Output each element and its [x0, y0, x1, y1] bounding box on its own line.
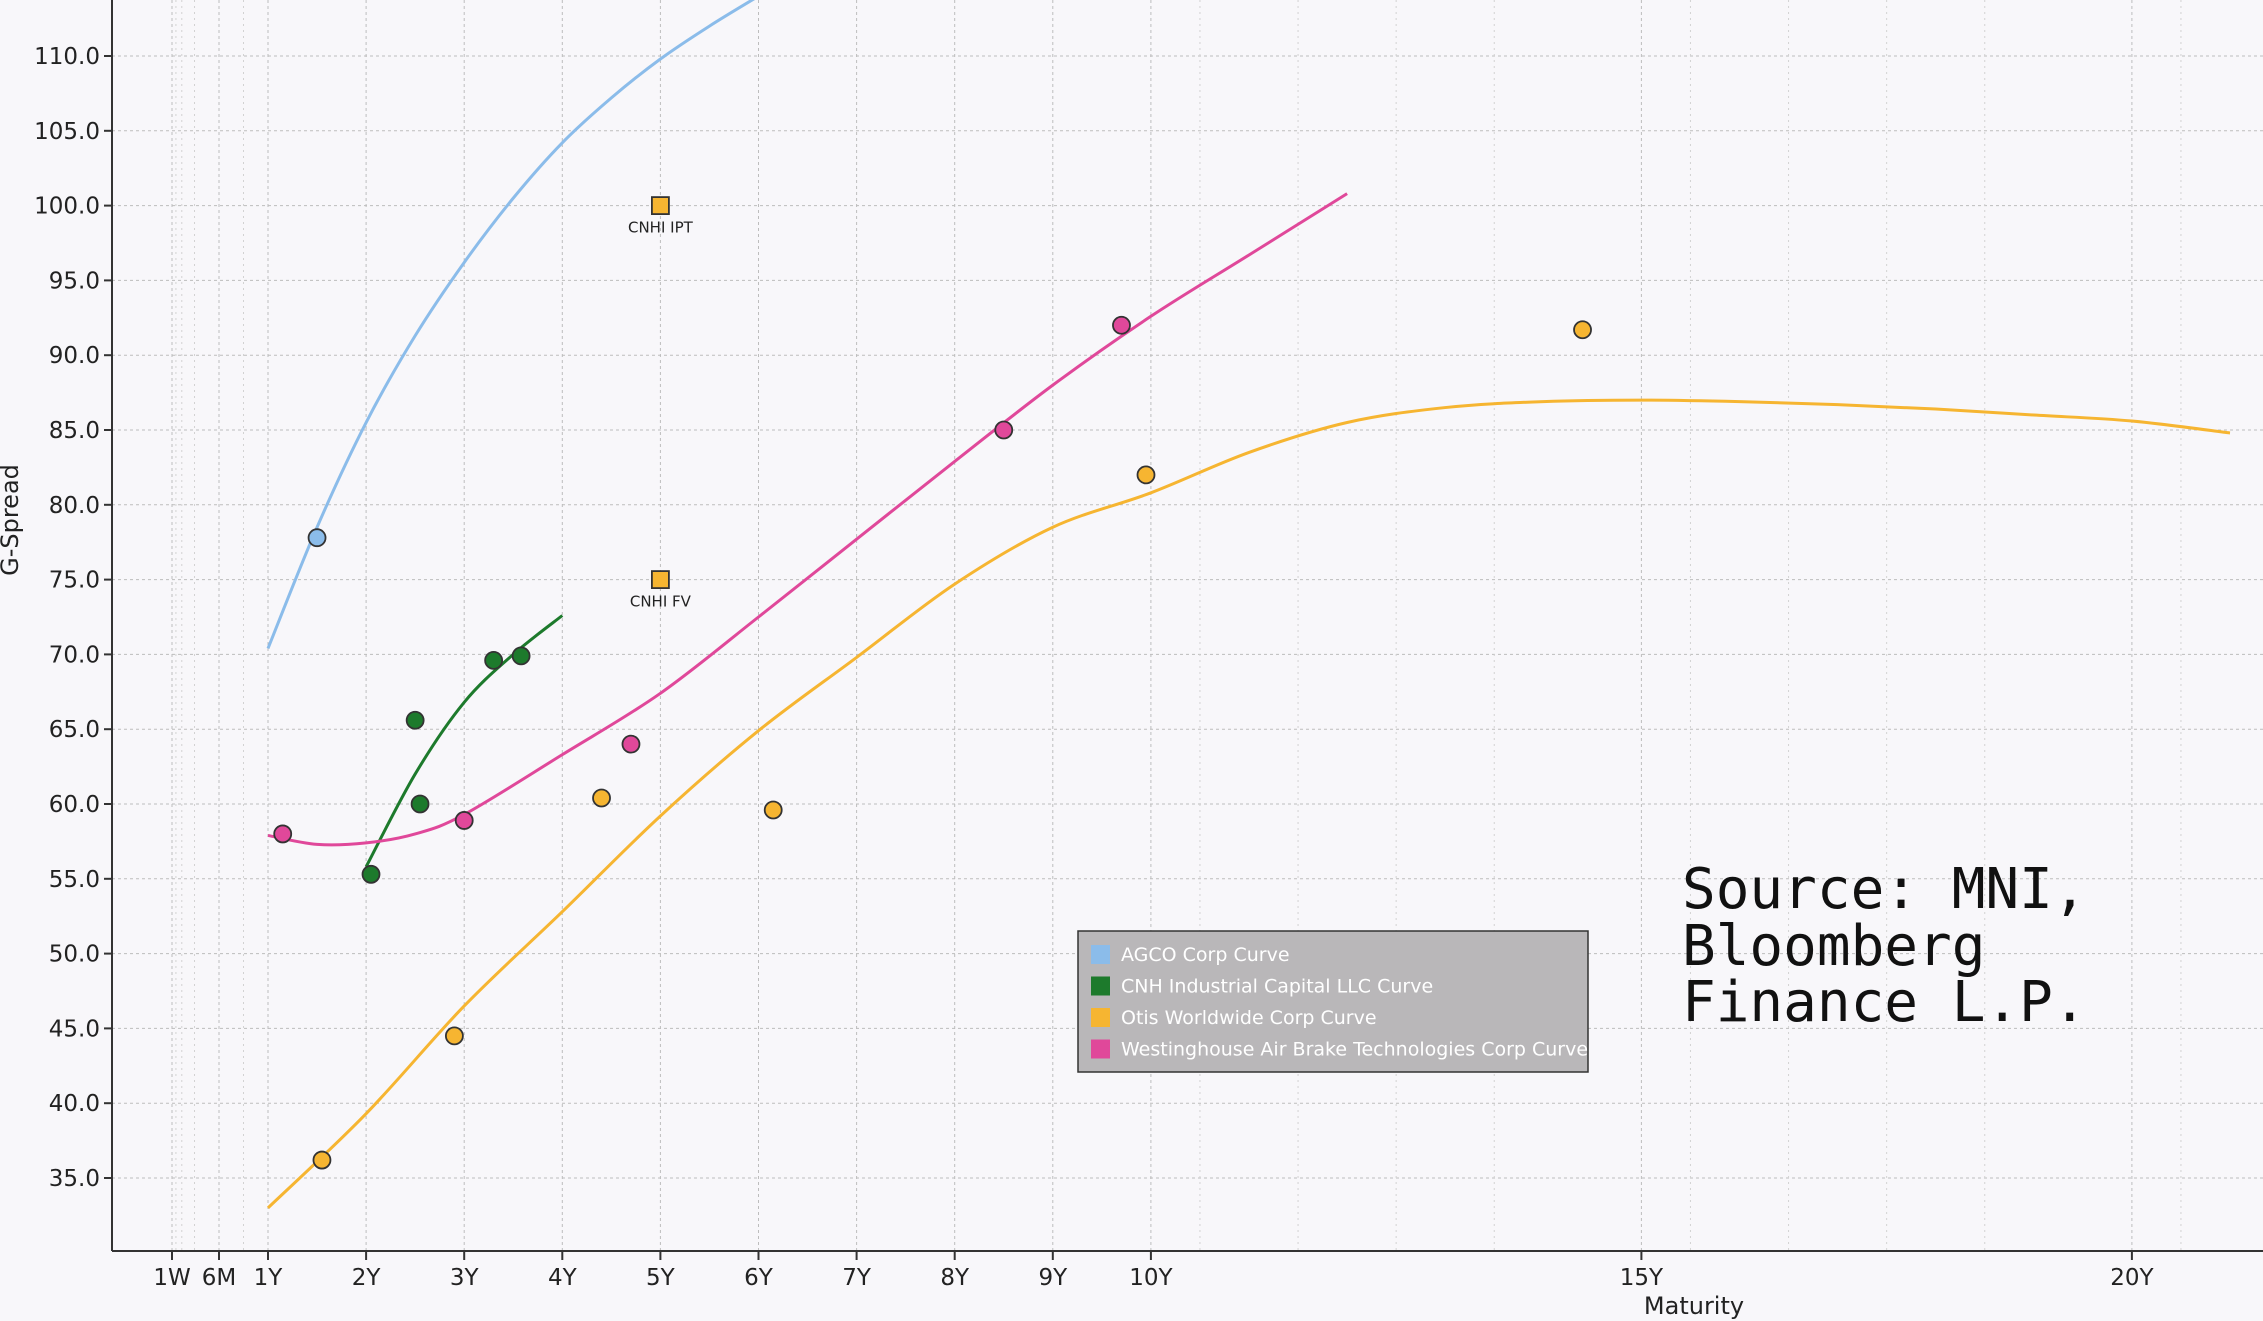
annotation-label: CNHI IPT: [628, 219, 694, 237]
y-tick-label: 45.0: [49, 1016, 100, 1042]
point-otis-worldwide-corp-curve: [444, 1026, 464, 1046]
annotation-marker: [651, 196, 670, 216]
legend-swatch: [1091, 1039, 1110, 1059]
legend-label: Westinghouse Air Brake Technologies Corp…: [1121, 1039, 1588, 1061]
point-cnh-industrial-capital-llc-curve: [484, 650, 504, 670]
x-tick-label-15y: 15Y: [1620, 1265, 1664, 1291]
point-cnh-industrial-capital-llc-curve: [405, 710, 425, 730]
y-tick-label: 90.0: [49, 343, 100, 369]
y-axis-title: G-Spread: [0, 464, 24, 576]
curves: [266, 0, 2231, 1210]
y-tick-label: 70.0: [49, 642, 100, 668]
legend-label: CNH Industrial Capital LLC Curve: [1121, 976, 1433, 998]
curve-agco-corp-curve: [266, 0, 756, 649]
annotations: CNHI IPT CNHI FV: [628, 196, 694, 611]
point-cnh-industrial-capital-llc-curve: [511, 646, 531, 666]
y-tick-label: 35.0: [49, 1166, 100, 1192]
point-westinghouse-air-brake-technologies-corp-curve: [1112, 315, 1131, 335]
y-tick-label: 100.0: [34, 194, 100, 220]
x-tick-label-3y: 3Y: [450, 1265, 480, 1291]
y-tick-label: 80.0: [49, 493, 100, 519]
x-axis-title: Maturity: [1644, 1292, 1744, 1320]
legend-box: [1077, 930, 1589, 1073]
legend-swatch: [1091, 976, 1110, 996]
point-cnh-industrial-capital-llc-curve: [410, 794, 430, 814]
x-ticks: 1W 6M 1Y 2Y 3Y 4Y 5Y 6Y 7Y 8Y 9Y 10Y 15Y 20Y: [153, 1251, 2155, 1291]
y-tick-label: 50.0: [49, 942, 100, 968]
x-tick-label-8y: 8Y: [940, 1265, 970, 1291]
y-tick-label: 110.0: [34, 44, 100, 70]
x-tick-label-1y: 1Y: [254, 1265, 284, 1291]
x-tick-label-1w: 1W: [153, 1265, 190, 1291]
legend-swatch: [1091, 1008, 1110, 1027]
annotation-label: CNHI FV: [630, 593, 692, 611]
point-westinghouse-air-brake-technologies-corp-curve: [621, 734, 641, 754]
point-westinghouse-air-brake-technologies-corp-curve: [273, 824, 293, 844]
point-otis-worldwide-corp-curve: [763, 800, 783, 820]
source-line-3: Finance L.P.: [1682, 970, 2087, 1035]
point-agco-corp-curve: [307, 528, 327, 548]
y-tick-label: 105.0: [34, 119, 100, 145]
x-tick-label-6y: 6Y: [744, 1265, 774, 1291]
source-line-2: Bloomberg: [1682, 914, 1985, 979]
point-cnh-industrial-capital-llc-curve: [361, 864, 381, 884]
y-tick-label: 55.0: [49, 867, 100, 893]
y-tick-label: 95.0: [49, 268, 100, 294]
y-tick-label: 60.0: [49, 792, 100, 818]
source-note: Source: MNI, Bloomberg Finance L.P.: [1682, 857, 2087, 1035]
x-tick-label-9y: 9Y: [1038, 1265, 1068, 1291]
x-tick-label-7y: 7Y: [842, 1265, 872, 1291]
legend-label: AGCO Corp Curve: [1121, 944, 1290, 966]
x-tick-label-10y: 10Y: [1129, 1265, 1173, 1291]
point-otis-worldwide-corp-curve: [1136, 465, 1156, 485]
point-otis-worldwide-corp-curve: [1573, 320, 1592, 340]
axes: [111, 0, 2263, 1252]
y-tick-label: 75.0: [49, 568, 100, 594]
curve-otis-worldwide-corp-curve: [266, 398, 2231, 1210]
point-otis-worldwide-corp-curve: [312, 1150, 332, 1170]
annotation-marker: [651, 570, 670, 589]
source-line-1: Source: MNI,: [1682, 857, 2087, 922]
point-westinghouse-air-brake-technologies-corp-curve: [454, 811, 474, 830]
point-westinghouse-air-brake-technologies-corp-curve: [994, 420, 1014, 440]
legend-items: AGCO Corp Curve CNH Industrial Capital LL…: [1091, 944, 1588, 1061]
x-tick-label-2y: 2Y: [352, 1265, 382, 1291]
x-tick-label-5y: 5Y: [646, 1265, 676, 1291]
legend-swatch: [1091, 945, 1110, 964]
point-otis-worldwide-corp-curve: [592, 788, 611, 808]
grid: [112, 0, 2263, 1251]
legend: AGCO Corp Curve CNH Industrial Capital LL…: [1077, 930, 1589, 1073]
y-ticks: 35.0 40.0 45.0 50.0 55.0 60.0 65.0 70.0 75.0 80.0…: [34, 44, 112, 1192]
x-tick-label-20y: 20Y: [2110, 1265, 2154, 1291]
y-tick-label: 85.0: [49, 418, 100, 444]
curve-westinghouse-air-brake-technologies-corp-curve: [267, 192, 1348, 847]
x-tick-label-6m: 6M: [202, 1265, 236, 1291]
y-tick-label: 65.0: [49, 717, 100, 743]
legend-label: Otis Worldwide Corp Curve: [1121, 1007, 1377, 1029]
x-tick-label-4y: 4Y: [548, 1265, 578, 1291]
y-tick-label: 40.0: [49, 1091, 100, 1117]
data-points: [273, 315, 1592, 1170]
